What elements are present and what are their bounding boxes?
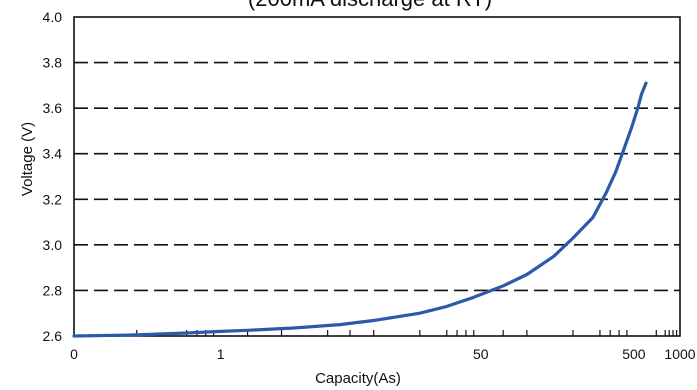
y-tick-label: 3.6 xyxy=(43,100,63,116)
series-line xyxy=(72,81,648,338)
y-tick-label: 3.4 xyxy=(43,146,63,162)
grid-lines xyxy=(74,61,680,292)
y-tick-label: 3.0 xyxy=(43,237,63,253)
y-tick-label: 3.8 xyxy=(43,55,63,71)
y-axis-ticks: 2.6 2.8 3.0 3.2 3.4 3.6 3.8 4.0 xyxy=(43,9,63,344)
y-tick-label: 2.8 xyxy=(43,282,63,298)
x-axis-title: Capacity(As) xyxy=(315,370,401,387)
x-tick-label: 0 xyxy=(70,346,78,362)
x-axis-ticks: 0 1 50 500 1000 xyxy=(70,346,696,362)
y-tick-label: 4.0 xyxy=(43,9,63,25)
x-tick-label: 1000 xyxy=(664,346,695,362)
y-tick-label: 2.6 xyxy=(43,328,63,344)
x-tick-label: 50 xyxy=(473,346,489,362)
series-layer xyxy=(72,81,648,338)
x-tick-label: 500 xyxy=(622,346,646,362)
plot-frame xyxy=(73,16,681,337)
y-axis-title: Voltage (V) xyxy=(19,122,36,196)
x-tick-label: 1 xyxy=(217,346,225,362)
y-tick-label: 3.2 xyxy=(43,191,63,207)
chart-title: (200mA discharge at RT) xyxy=(248,0,492,11)
